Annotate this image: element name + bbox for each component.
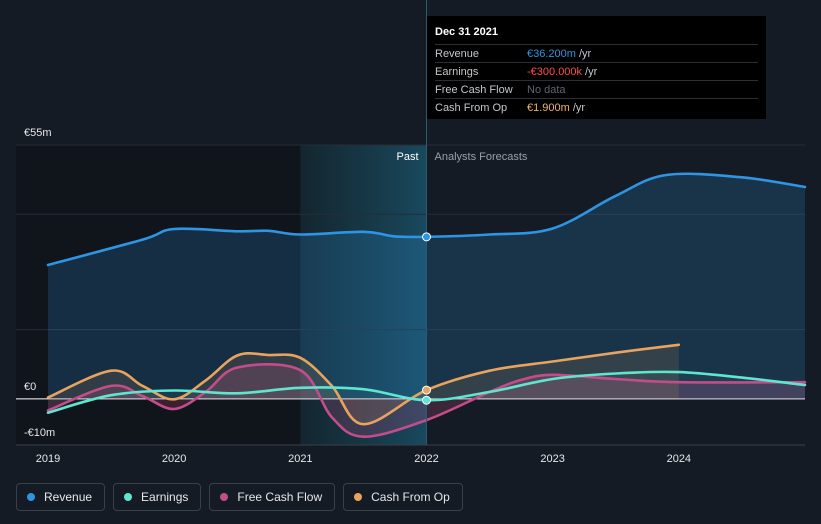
- tooltip-label: Free Cash Flow: [435, 83, 513, 96]
- tooltip-label: Cash From Op: [435, 101, 508, 114]
- x-tick-label: 2021: [288, 453, 312, 465]
- legend-dot-icon: [124, 493, 133, 501]
- legend-dot-icon: [27, 493, 35, 501]
- x-tick-label: 2019: [36, 453, 60, 465]
- legend-item-cash-from-op[interactable]: Cash From Op: [343, 483, 463, 511]
- y-tick-label: €0: [24, 381, 36, 393]
- tooltip-row-earnings: Earnings -€300.000k /yr: [435, 62, 758, 80]
- tooltip-row-free-cash-flow: Free Cash Flow No data: [435, 80, 758, 98]
- legend-label: Cash From Op: [371, 490, 450, 504]
- earnings-area: [48, 371, 805, 413]
- hover-marker: [422, 395, 431, 405]
- hover-marker: [422, 385, 431, 395]
- tooltip-value: €1.900m: [527, 101, 570, 114]
- legend-label: Revenue: [44, 490, 93, 504]
- legend-label: Earnings: [141, 490, 189, 504]
- forecast-label: Analysts Forecasts: [435, 151, 528, 163]
- cash-from-op-line: [46, 343, 681, 426]
- past-label: Past: [396, 151, 418, 163]
- tooltip-value: €36.200m: [527, 47, 576, 60]
- revenue-line: [46, 172, 807, 267]
- x-tick-label: 2020: [162, 453, 186, 465]
- legend-dot-icon: [220, 493, 229, 501]
- x-tick-label: 2022: [414, 453, 438, 465]
- tooltip-label: Revenue: [435, 47, 480, 60]
- highlight-band: [300, 145, 427, 445]
- tooltip-unit: /yr: [578, 47, 592, 60]
- legend-item-revenue[interactable]: Revenue: [16, 483, 106, 511]
- free-cash-flow-line: [46, 363, 807, 439]
- tooltip-row-cash-from-op: Cash From Op €1.900m /yr: [435, 98, 758, 116]
- hover-marker: [422, 232, 431, 242]
- y-tick-label: -€10m: [24, 427, 55, 439]
- tooltip-value: -€300.000k: [527, 65, 583, 78]
- tooltip-row-revenue: Revenue €36.200m /yr: [435, 44, 758, 62]
- legend-item-free-cash-flow[interactable]: Free Cash Flow: [209, 483, 336, 511]
- legend-item-earnings[interactable]: Earnings: [113, 483, 202, 511]
- tooltip: Dec 31 2021 Revenue €36.200m /yr Earning…: [427, 16, 766, 119]
- tooltip-date: Dec 31 2021: [435, 26, 498, 38]
- x-tick-label: 2023: [540, 453, 564, 465]
- tooltip-value: No data: [527, 83, 566, 96]
- legend: Revenue Earnings Free Cash Flow Cash Fro…: [16, 483, 463, 511]
- legend-label: Free Cash Flow: [237, 490, 323, 504]
- x-tick-label: 2024: [667, 453, 691, 465]
- y-tick-label: €55m: [24, 127, 52, 139]
- tooltip-label: Earnings: [435, 65, 479, 78]
- tooltip-unit: /yr: [572, 101, 586, 114]
- legend-dot-icon: [354, 493, 363, 501]
- tooltip-unit: /yr: [585, 65, 598, 78]
